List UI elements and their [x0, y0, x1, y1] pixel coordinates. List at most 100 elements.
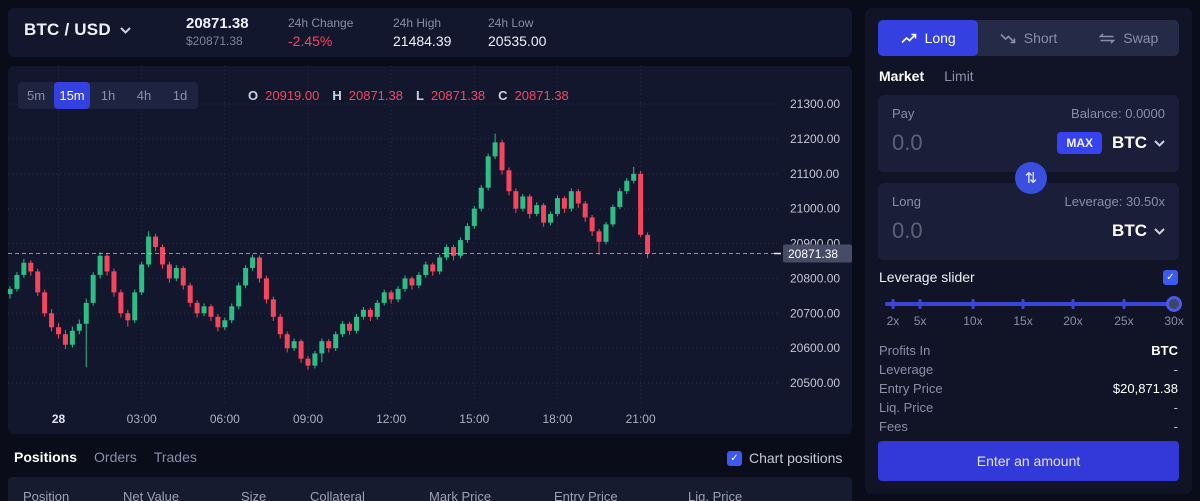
pay-balance: Balance: 0.0000: [1071, 106, 1165, 121]
col-net-value: Net Value: [123, 489, 180, 501]
chevron-down-icon: [120, 26, 131, 34]
svg-text:21:00: 21:00: [626, 412, 656, 426]
tab-swap[interactable]: Swap: [1079, 20, 1179, 56]
stat-24h-change: 24h Change -2.45%: [288, 16, 353, 49]
svg-text:20800.00: 20800.00: [790, 271, 840, 285]
col-size: Size: [241, 489, 267, 501]
col-position: Position: [23, 489, 70, 501]
check-icon: ✓: [730, 452, 739, 464]
pair-price-usd: $20871.38: [186, 34, 243, 48]
long-leverage: Leverage: 30.50x: [1064, 194, 1165, 209]
slider-mark-25x[interactable]: 25x: [1114, 314, 1134, 328]
slider-tick[interactable]: [1122, 299, 1126, 309]
high-label: H: [332, 88, 342, 103]
timeframe-1d[interactable]: 1d: [172, 88, 188, 103]
slider-mark-2x[interactable]: 2x: [886, 314, 900, 328]
info-row-profits-in: Profits In BTC: [879, 341, 1178, 360]
tab-swap-label: Swap: [1123, 30, 1159, 46]
svg-text:21000.00: 21000.00: [790, 202, 840, 216]
candlestick-chart[interactable]: 21300.0021200.0021100.0021000.0020900.00…: [8, 66, 852, 434]
arrows-up-down-icon: ⇅: [1024, 170, 1038, 187]
pay-label: Pay: [892, 106, 915, 121]
tab-positions[interactable]: Positions: [14, 449, 78, 465]
order-type-limit[interactable]: Limit: [944, 68, 974, 84]
svg-text:12:00: 12:00: [376, 412, 406, 426]
col-entry-price: Entry Price: [554, 489, 618, 501]
tab-short[interactable]: Short: [978, 20, 1078, 56]
chart-positions-checkbox[interactable]: ✓: [727, 450, 742, 466]
info-label: Fees: [879, 419, 908, 434]
info-row-leverage: Leverage -: [879, 360, 1178, 379]
svg-text:21100.00: 21100.00: [790, 167, 839, 181]
order-info: Profits In BTC Leverage - Entry Price $2…: [879, 341, 1178, 436]
slider-mark-30x[interactable]: 30x: [1164, 314, 1184, 328]
info-label: Entry Price: [879, 381, 943, 396]
svg-text:18:00: 18:00: [542, 412, 572, 426]
slider-tick[interactable]: [891, 299, 895, 309]
leverage-slider-row: Leverage slider ✓: [879, 269, 1178, 285]
trend-down-icon: [1000, 33, 1016, 43]
tab-orders[interactable]: Orders: [94, 449, 137, 465]
slider-handle[interactable]: [1166, 296, 1183, 312]
slider-mark-15x[interactable]: 15x: [1013, 314, 1033, 328]
info-value: -: [1173, 419, 1178, 434]
long-amount-input[interactable]: 0.0: [892, 218, 923, 243]
order-type-market[interactable]: Market: [879, 68, 925, 84]
slider-mark-10x[interactable]: 10x: [963, 314, 983, 328]
timeframe-5m[interactable]: 5m: [26, 88, 46, 103]
slider-mark-5x[interactable]: 5x: [913, 314, 927, 328]
market-topbar: BTC / USD 20871.38 $20871.38 24h Change …: [8, 8, 852, 57]
svg-text:06:00: 06:00: [210, 412, 240, 426]
tab-short-label: Short: [1023, 30, 1058, 46]
timeframe-15m[interactable]: 15m: [54, 82, 90, 109]
open-label: O: [248, 88, 259, 103]
switch-tokens-button[interactable]: ⇅: [1015, 162, 1047, 194]
info-label: Profits In: [879, 343, 931, 358]
direction-tabs: Long Short Swap: [878, 20, 1179, 56]
timeframe-1h[interactable]: 1h: [100, 88, 116, 103]
col-mark-price: Mark Price: [429, 489, 492, 501]
pay-token-label: BTC: [1112, 133, 1147, 152]
positions-tab-bar: Positions Orders Trades: [14, 449, 197, 465]
high-value: 20871.38: [348, 88, 403, 103]
long-label: Long: [892, 194, 921, 209]
close-value: 20871.38: [514, 88, 569, 103]
leverage-slider-label: Leverage slider: [879, 269, 975, 285]
svg-text:20871.38: 20871.38: [788, 247, 838, 261]
info-row-entry-price: Entry Price $20,871.38: [879, 379, 1178, 398]
info-row-fees: Fees -: [879, 417, 1178, 436]
chevron-down-icon: [1154, 139, 1165, 147]
tab-long-label: Long: [924, 30, 956, 46]
pay-token-selector[interactable]: BTC: [1112, 133, 1165, 153]
leverage-slider[interactable]: [885, 296, 1183, 312]
stat-24h-high: 24h High 21484.39: [393, 16, 451, 49]
slider-mark-20x[interactable]: 20x: [1063, 314, 1083, 328]
trade-panel: Long Short Swap Market Limit Pay Balance…: [865, 8, 1192, 494]
trend-up-icon: [901, 33, 916, 43]
timeframe-4h[interactable]: 4h: [136, 88, 152, 103]
tab-trades[interactable]: Trades: [153, 449, 197, 465]
slider-tick[interactable]: [971, 299, 975, 309]
slider-tick[interactable]: [1071, 299, 1075, 309]
info-value: BTC: [1151, 343, 1178, 358]
stat-label: 24h Change: [288, 16, 354, 30]
timeframe-selector: 5m 15m 1h 4h 1d: [18, 82, 198, 109]
stat-value: 20535.00: [488, 33, 547, 49]
swap-icon: [1099, 32, 1116, 44]
max-button[interactable]: MAX: [1057, 132, 1103, 154]
chart-positions-toggle[interactable]: ✓ Chart positions: [727, 450, 842, 466]
tab-long[interactable]: Long: [878, 20, 979, 56]
low-label: L: [415, 88, 424, 103]
submit-order-button[interactable]: Enter an amount: [878, 441, 1179, 481]
slider-tick[interactable]: [1021, 299, 1025, 309]
slider-track[interactable]: [885, 302, 1180, 306]
long-token-selector[interactable]: BTC: [1112, 221, 1165, 241]
info-row-liq-price: Liq. Price -: [879, 398, 1178, 417]
stat-label: 24h High: [393, 16, 442, 30]
leverage-slider-checkbox[interactable]: ✓: [1163, 269, 1178, 285]
svg-text:28: 28: [52, 412, 66, 426]
pay-amount-input[interactable]: 0.0: [892, 130, 923, 155]
slider-tick[interactable]: [918, 299, 922, 309]
pair-selector[interactable]: BTC / USD: [24, 20, 131, 40]
pair-price: 20871.38: [186, 15, 249, 32]
